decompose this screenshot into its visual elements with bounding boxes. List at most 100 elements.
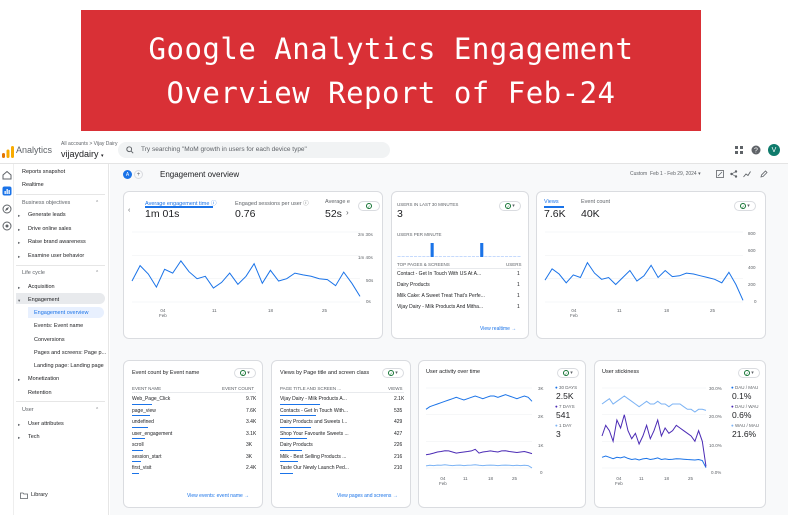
metric-tab-engaged-sessions[interactable]: Engaged sessions per user ⓘ <box>235 201 309 207</box>
table-row[interactable]: first_visit <box>132 465 152 471</box>
data-quality-check-button[interactable]: ✓ ▾ <box>382 368 404 378</box>
table-row[interactable]: Contact - Get In Touch With US At A... <box>397 271 482 277</box>
nav-section-business-objectives[interactable]: Business objectives <box>22 200 71 206</box>
table-row[interactable]: Shop Your Favourite Sweets ... <box>280 430 349 437</box>
table-cell: 2.1K <box>394 396 405 402</box>
table-row[interactable]: Dairy Products and Sweets I... <box>280 419 348 425</box>
table-row[interactable]: undefined <box>132 419 154 425</box>
account-selector[interactable]: vijaydairy ▾ <box>61 149 104 159</box>
table-row[interactable]: user_engagement <box>132 430 173 437</box>
add-comparison-icon[interactable]: + <box>134 170 143 179</box>
nav-drive-online-sales[interactable]: Drive online sales <box>28 226 72 232</box>
minute-bar <box>451 256 455 257</box>
chevron-up-icon[interactable]: ⌃ <box>95 407 100 413</box>
metric-tab-event-count[interactable]: Event count <box>581 199 611 205</box>
chevron-up-icon[interactable]: ⌃ <box>95 200 100 206</box>
nav-events[interactable]: Events: Event name <box>34 323 84 329</box>
insights-icon[interactable] <box>743 170 751 178</box>
nav-raise-brand-awareness[interactable]: Raise brand awareness <box>28 239 86 245</box>
table-row[interactable]: Vijay Dairy - Milk Products And Mitha... <box>397 304 484 310</box>
legend-value: 21.6% <box>732 429 757 439</box>
metric-tab-views[interactable]: Views <box>544 199 559 205</box>
left-nav <box>14 164 109 515</box>
nav-realtime[interactable]: Realtime <box>22 182 44 188</box>
nav-section-user[interactable]: User <box>22 407 34 413</box>
table-row[interactable]: Dairy Products <box>397 282 430 288</box>
nav-active-highlight <box>16 293 105 304</box>
data-quality-check-button[interactable]: ✓ ▾ <box>738 368 760 378</box>
home-icon[interactable] <box>2 170 12 180</box>
table-row[interactable]: Milk Cake: A Sweet Treat That's Perfe... <box>397 293 485 299</box>
nav-engagement[interactable]: Engagement <box>28 297 60 303</box>
nav-conversions[interactable]: Conversions <box>34 337 65 343</box>
data-quality-check-button[interactable]: ✓ ▾ <box>734 201 756 211</box>
row-bar <box>280 438 307 439</box>
advertising-icon[interactable] <box>2 221 12 231</box>
row-bar <box>280 449 303 451</box>
view-events-link[interactable]: View events: event name → <box>187 493 250 499</box>
active-tab-indicator <box>544 206 564 208</box>
chevron-left-icon[interactable]: ‹ <box>128 207 131 214</box>
nav-tech[interactable]: Tech <box>28 434 40 440</box>
table-row[interactable]: Taste Our Newly Launch Ped... <box>280 465 349 471</box>
table-row[interactable]: Milk - Best Selling Products ... <box>280 453 347 460</box>
nav-section-life-cycle[interactable]: Life cycle <box>22 270 45 276</box>
metric-tab-average-e[interactable]: Average e <box>325 199 350 205</box>
nav-pages-and-screens[interactable]: Pages and screens: Page p... <box>34 350 107 356</box>
data-quality-check-button[interactable]: ✓ ▾ <box>499 201 521 211</box>
table-row[interactable]: Vijay Dairy - Milk Products A... <box>280 396 347 402</box>
nav-library[interactable]: Library <box>31 492 48 498</box>
legend-value: 3 <box>556 429 561 439</box>
nav-monetization[interactable]: Monetization <box>28 376 60 382</box>
view-realtime-link[interactable]: View realtime → <box>480 326 517 332</box>
help-icon[interactable]: ? <box>751 145 761 155</box>
data-quality-check-button[interactable]: ✓ ▾ <box>234 368 256 378</box>
legend-value: 0.1% <box>732 391 752 401</box>
nav-acquisition[interactable]: Acquisition <box>28 284 55 290</box>
customize-report-icon[interactable] <box>716 170 724 178</box>
analytics-logo-icon[interactable] <box>2 146 14 158</box>
nav-landing-page[interactable]: Landing page: Landing page <box>34 363 104 369</box>
data-quality-check-button[interactable]: ✓ <box>358 201 380 211</box>
minute-bar <box>426 256 430 257</box>
share-icon[interactable] <box>730 170 738 178</box>
nav-generate-leads[interactable]: Generate leads <box>28 212 66 218</box>
card-title: User stickiness <box>602 369 639 375</box>
nav-retention[interactable]: Retention <box>28 390 52 396</box>
search-bar[interactable] <box>118 142 390 158</box>
caret-right-icon: ▸ <box>18 254 21 259</box>
nav-examine-user-behavior[interactable]: Examine user behavior <box>28 253 85 259</box>
folder-icon <box>20 492 28 499</box>
table-row[interactable]: scroll <box>132 442 144 448</box>
minute-bar <box>418 256 422 257</box>
table-row[interactable]: page_view <box>132 407 156 414</box>
y-tick: 0 <box>754 299 757 304</box>
nav-user-attributes[interactable]: User attributes <box>28 421 64 427</box>
row-bar <box>280 415 316 416</box>
minute-bar <box>467 256 471 257</box>
chevron-right-icon[interactable]: › <box>346 208 349 217</box>
minute-bar <box>488 256 492 257</box>
comparison-badge[interactable]: A <box>123 170 132 179</box>
y-tick: 1K <box>538 443 544 448</box>
explore-icon[interactable] <box>2 204 12 214</box>
table-row[interactable]: session_start <box>132 453 162 460</box>
apps-grid-icon[interactable] <box>734 145 744 155</box>
edit-icon[interactable] <box>760 170 768 178</box>
chevron-up-icon[interactable]: ⌃ <box>95 270 100 276</box>
legend-item: ● WAU / MAU <box>731 423 759 428</box>
avatar[interactable]: V <box>768 144 780 156</box>
metric-tab-avg-engagement-time[interactable]: Average engagement time ⓘ <box>145 201 217 207</box>
nav-reports-snapshot[interactable]: Reports snapshot <box>22 169 66 175</box>
table-row[interactable]: Web_Page_Click <box>132 396 171 402</box>
row-divider <box>132 392 256 393</box>
table-row[interactable]: Dairy Products <box>280 442 313 448</box>
data-quality-check-button[interactable]: ✓ ▾ <box>557 368 579 378</box>
minute-bar <box>409 256 413 257</box>
reports-icon[interactable] <box>2 186 12 196</box>
nav-engagement-overview[interactable]: Engagement overview <box>34 310 89 316</box>
date-range-picker[interactable]: Custom Feb 1 - Feb 29, 2024 ▾ <box>630 171 701 177</box>
row-divider <box>280 392 404 393</box>
table-row[interactable]: Contacts - Get In Touch With... <box>280 407 348 414</box>
view-pages-link[interactable]: View pages and screens → <box>337 493 398 499</box>
